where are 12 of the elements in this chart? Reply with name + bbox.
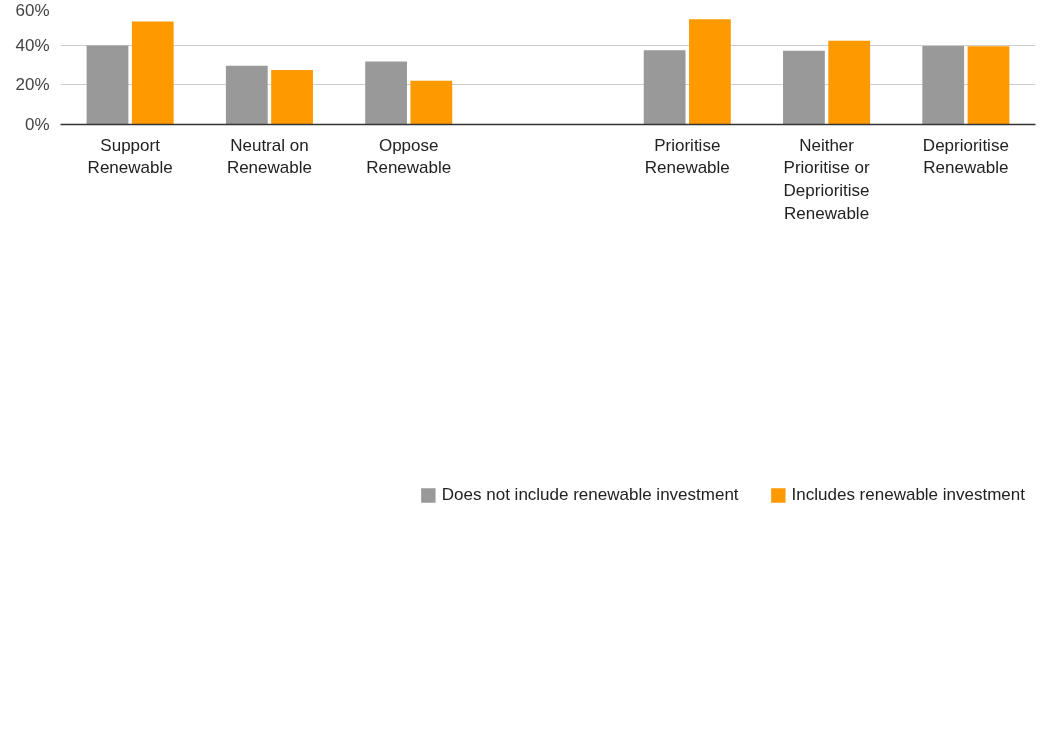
x-tick-label: Deprioritise Renewable (922, 135, 1009, 178)
legend-label: Includes renewable investment (791, 485, 1025, 505)
y-tick-label: 20% (15, 75, 50, 95)
y-tick-label: 60% (15, 0, 50, 20)
x-tick-label: Support Renewable (87, 135, 173, 178)
x-tick-label: Prioritise Renewable (644, 135, 730, 178)
y-tick-label: 0% (24, 115, 50, 134)
legend-label: Does not include renewable investment (441, 485, 739, 505)
x-tick-label: Neither Prioritise or Deprioritise Renewable (783, 135, 870, 223)
x-tick-label: Neutral on Renewable (226, 135, 312, 178)
y-tick-label: 40% (15, 35, 50, 55)
x-tick-label: Oppose Renewable (366, 135, 452, 178)
